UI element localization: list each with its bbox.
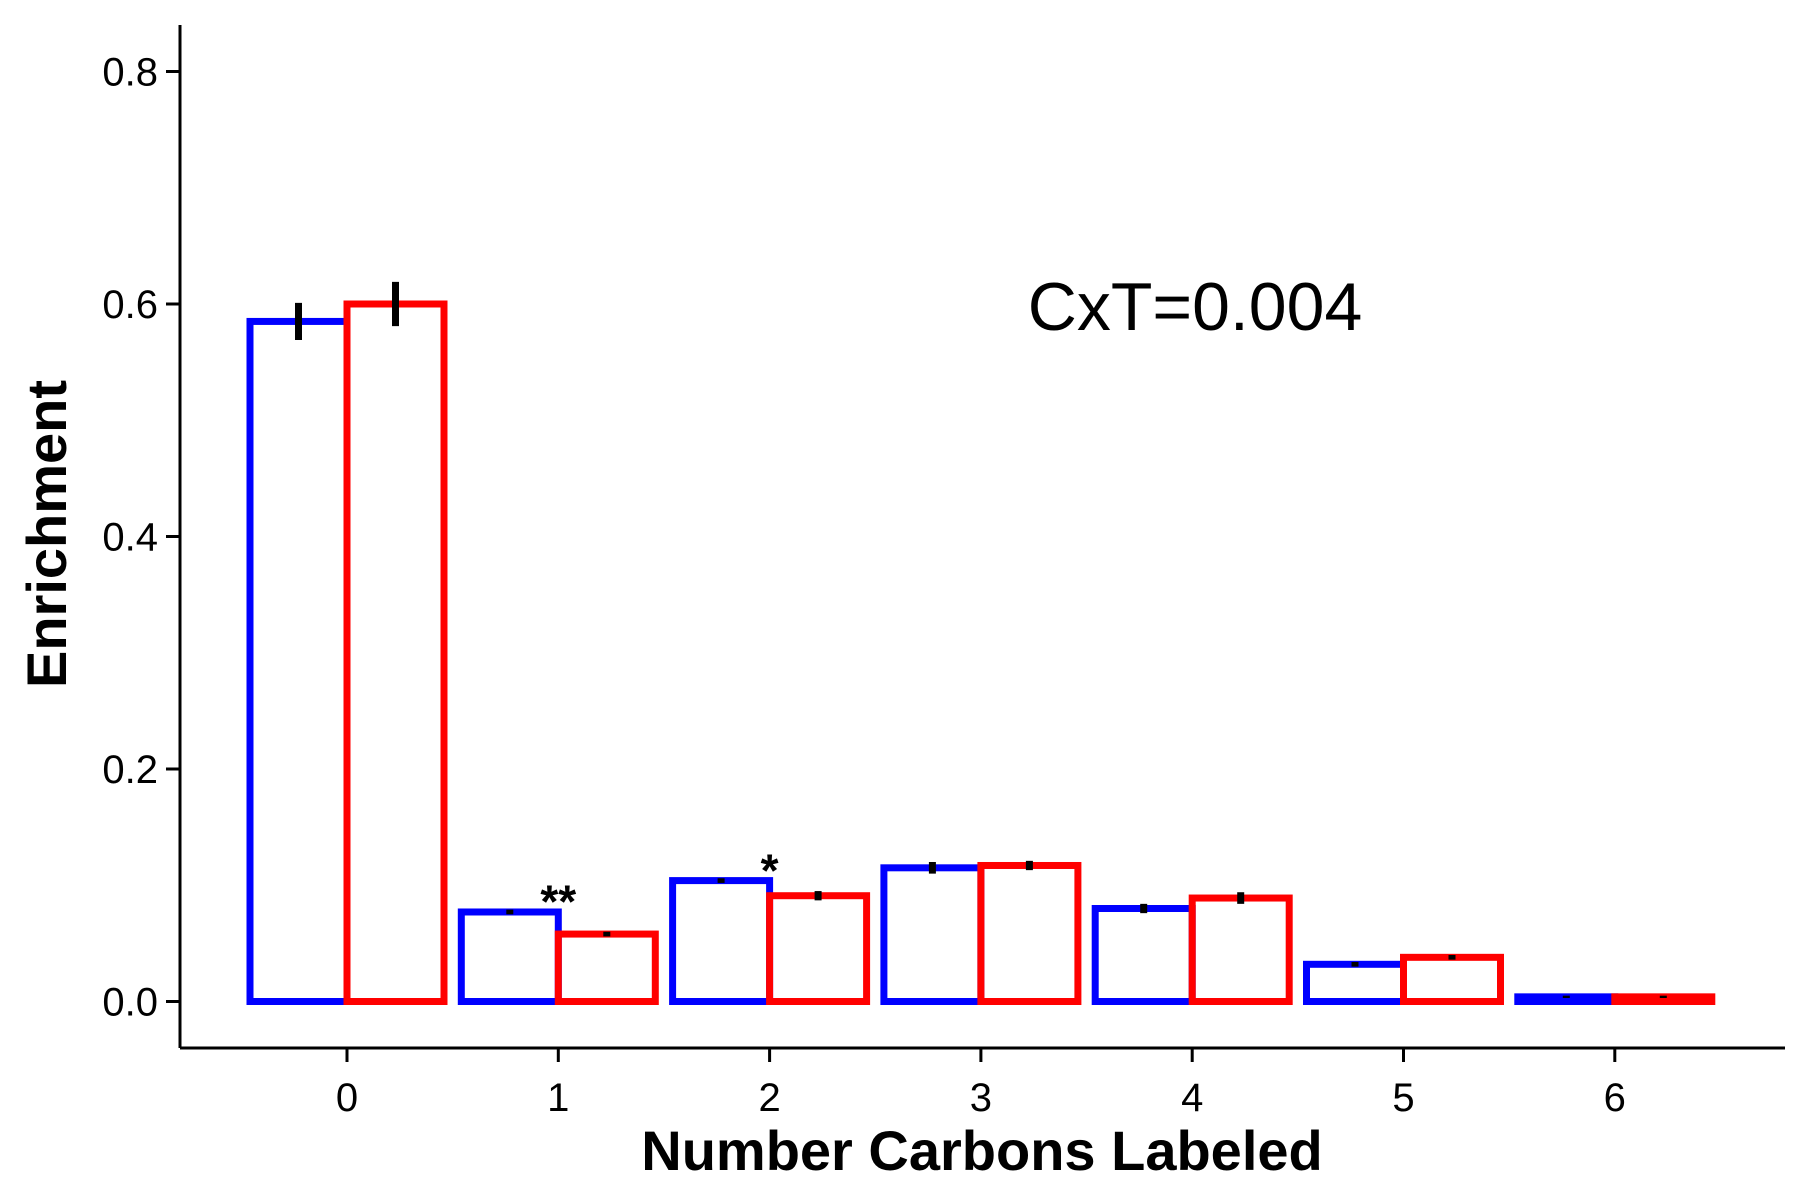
x-tick-label-4: 4: [1181, 1076, 1203, 1120]
x-tick-label-3: 3: [970, 1076, 992, 1120]
bar-series2-cat-1: [554, 930, 659, 1006]
bar-series2-cat-2: [766, 892, 871, 1006]
bars-layer: [246, 300, 1716, 1006]
x-tick-label-6: 6: [1604, 1076, 1626, 1120]
x-tick-label-2: 2: [758, 1076, 780, 1120]
y-tick-label-0.6: 0.6: [102, 283, 158, 327]
y-tick-label-0.2: 0.2: [102, 748, 158, 792]
axes-layer: [166, 25, 1785, 1062]
x-tick-label-5: 5: [1392, 1076, 1414, 1120]
bar-series1-cat-0: [246, 317, 351, 1005]
x-axis-title: Number Carbons Labeled: [641, 1119, 1322, 1182]
significance-marker-cat-1: **: [540, 876, 576, 928]
labels-layer: 0 1 2 3 4 5 60.00.20.40.60.8***: [102, 51, 1626, 1121]
y-tick-label-0.0: 0.0: [102, 981, 158, 1025]
bar-series2-cat-4: [1188, 894, 1293, 1005]
cxt-annotation: CxT=0.004: [1028, 269, 1363, 345]
bar-series2-cat-0: [343, 300, 448, 1005]
bar-series2-cat-5: [1400, 953, 1504, 1006]
y-tick-label-0.4: 0.4: [102, 516, 158, 560]
bar-series2-cat-3: [977, 861, 1082, 1005]
x-tick-label-0: 0: [336, 1076, 358, 1120]
x-tick-label-1: 1: [547, 1076, 569, 1120]
significance-marker-cat-2: *: [761, 844, 779, 896]
y-axis-title: Enrichment: [15, 380, 78, 688]
bar-series1-cat-5: [1303, 960, 1407, 1005]
y-tick-label-0.8: 0.8: [102, 51, 158, 95]
bar-series1-cat-2: [669, 877, 774, 1005]
bar-series1-cat-4: [1091, 905, 1196, 1005]
error-bars-layer: [295, 281, 1667, 999]
bar-series1-cat-3: [880, 864, 985, 1005]
